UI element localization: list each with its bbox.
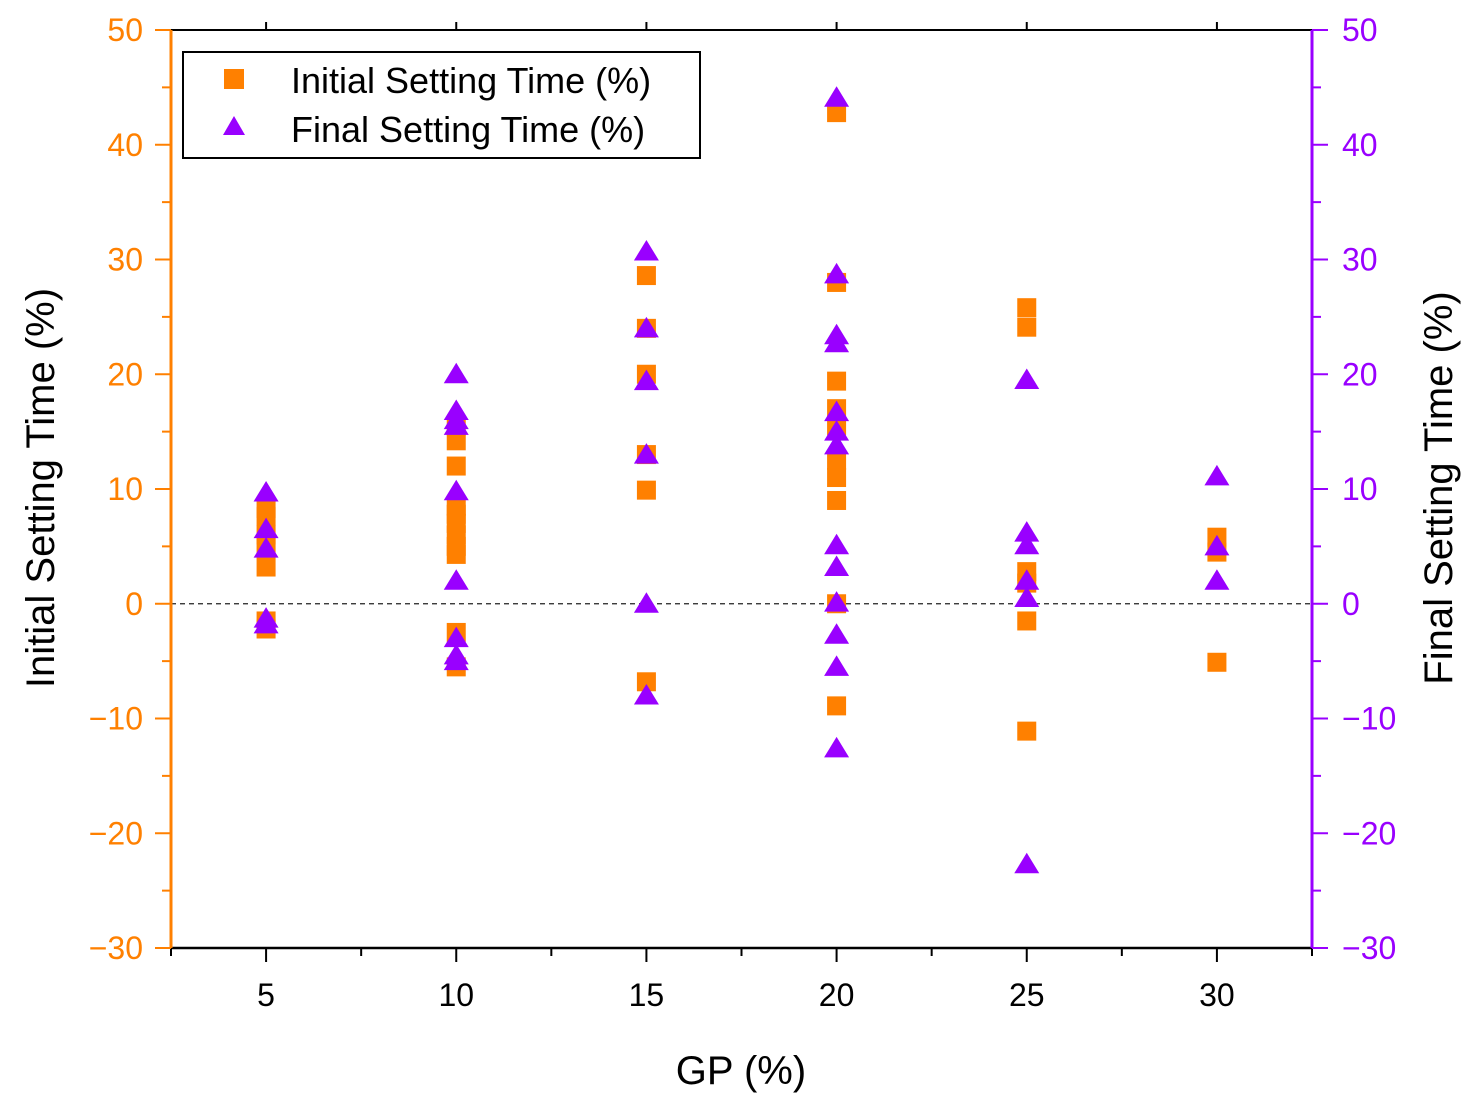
y-right-tick-label: −30 xyxy=(1342,930,1396,966)
data-point-triangle xyxy=(1204,534,1230,556)
data-point-square xyxy=(827,103,847,123)
y-left-tick-label: 20 xyxy=(107,356,143,392)
x-tick-label: 30 xyxy=(1199,977,1235,1013)
data-point-triangle xyxy=(824,400,850,422)
data-point-square xyxy=(827,490,847,510)
data-point-square xyxy=(1017,721,1037,741)
data-point-triangle xyxy=(1014,521,1040,542)
data-point-triangle xyxy=(633,239,659,261)
data-point-square xyxy=(1207,652,1227,672)
y-axis-right: −30 −20 −10 0 10 20 30 40 50 xyxy=(1310,12,1396,966)
data-point-triangle xyxy=(1204,464,1230,486)
x-tick-label: 5 xyxy=(257,977,275,1013)
series-layer xyxy=(253,86,1230,874)
data-point-square xyxy=(1017,298,1037,318)
data-point-square xyxy=(1017,611,1037,631)
data-point-square xyxy=(636,480,656,500)
data-point-triangle xyxy=(633,369,659,391)
y-left-tick-label: 0 xyxy=(125,586,143,622)
data-point-triangle xyxy=(253,612,279,634)
y-axis-left-title: Initial Setting Time (%) xyxy=(19,288,63,688)
data-point-square xyxy=(827,696,847,716)
y-right-tick-label: 30 xyxy=(1342,242,1378,278)
x-tick-label: 25 xyxy=(1009,977,1045,1013)
data-point-triangle xyxy=(824,262,850,284)
data-point-square xyxy=(256,557,276,577)
data-point-triangle xyxy=(824,420,850,441)
data-point-square xyxy=(827,450,847,470)
data-point-triangle xyxy=(633,316,659,338)
y-left-tick-label: −30 xyxy=(89,930,143,966)
legend-marker-triangle xyxy=(223,116,245,135)
y-left-tick-label: −20 xyxy=(89,815,143,851)
y-left-tick-label: −10 xyxy=(89,701,143,737)
y-axis-left: −30 −20 −10 0 10 20 30 40 50 xyxy=(89,12,173,966)
data-point-triangle xyxy=(824,433,850,455)
data-point-triangle xyxy=(1014,569,1040,590)
data-point-triangle xyxy=(824,86,850,107)
legend-label-initial: Initial Setting Time (%) xyxy=(291,60,651,101)
data-point-triangle xyxy=(1014,533,1040,555)
data-point-triangle xyxy=(1204,569,1230,590)
y-right-tick-label: 20 xyxy=(1342,356,1378,392)
data-point-triangle xyxy=(443,479,469,501)
data-point-square xyxy=(636,672,656,692)
y-left-tick-label: 50 xyxy=(107,12,143,48)
data-point-triangle xyxy=(633,684,659,705)
data-point-triangle xyxy=(824,623,850,644)
data-point-triangle xyxy=(1014,852,1040,874)
y-right-tick-label: 50 xyxy=(1342,12,1378,48)
data-point-triangle xyxy=(1014,586,1040,608)
data-point-triangle xyxy=(253,537,279,558)
y-axis-right-title: Final Setting Time (%) xyxy=(1417,291,1461,684)
y-right-tick-label: −10 xyxy=(1342,701,1396,737)
data-point-triangle xyxy=(824,331,850,353)
data-point-square xyxy=(446,431,466,451)
y-left-tick-label: 10 xyxy=(107,471,143,507)
series-final xyxy=(253,86,1230,874)
data-point-triangle xyxy=(824,736,850,758)
y-left-tick-label: 40 xyxy=(107,127,143,163)
x-tick-label: 10 xyxy=(438,977,474,1013)
data-point-square xyxy=(827,371,847,391)
y-right-tick-label: 10 xyxy=(1342,471,1378,507)
x-tick-label: 15 xyxy=(629,977,665,1013)
data-point-triangle xyxy=(443,626,469,648)
data-point-triangle xyxy=(253,480,279,502)
data-point-square xyxy=(446,544,466,564)
data-point-square xyxy=(446,456,466,476)
data-point-square xyxy=(827,468,847,488)
data-point-triangle xyxy=(443,362,469,384)
data-point-square xyxy=(1017,317,1037,337)
data-point-triangle xyxy=(824,555,850,577)
x-tick-label: 20 xyxy=(819,977,855,1013)
y-left-tick-label: 30 xyxy=(107,242,143,278)
data-point-triangle xyxy=(443,649,469,671)
x-axis-title: GP (%) xyxy=(676,1049,806,1093)
data-point-triangle xyxy=(824,655,850,676)
legend-marker-square xyxy=(224,69,244,89)
x-axis: 5 10 15 20 25 30 xyxy=(170,22,1313,1013)
y-right-tick-label: −20 xyxy=(1342,815,1396,851)
data-point-triangle xyxy=(824,591,850,612)
data-point-square xyxy=(256,507,276,527)
data-point-triangle xyxy=(443,569,469,590)
y-right-tick-label: 0 xyxy=(1342,586,1360,622)
data-point-triangle xyxy=(633,443,659,464)
legend-box xyxy=(182,51,701,159)
y-right-tick-label: 40 xyxy=(1342,127,1378,163)
legend: Initial Setting Time (%) Final Setting T… xyxy=(182,51,701,159)
data-point-triangle xyxy=(1014,368,1040,389)
legend-label-final: Final Setting Time (%) xyxy=(291,109,645,150)
data-point-square xyxy=(636,266,656,286)
data-point-triangle xyxy=(253,517,279,539)
data-point-triangle xyxy=(633,592,659,613)
series-initial xyxy=(256,103,1227,741)
data-point-triangle xyxy=(824,533,850,555)
data-point-triangle xyxy=(443,414,469,435)
